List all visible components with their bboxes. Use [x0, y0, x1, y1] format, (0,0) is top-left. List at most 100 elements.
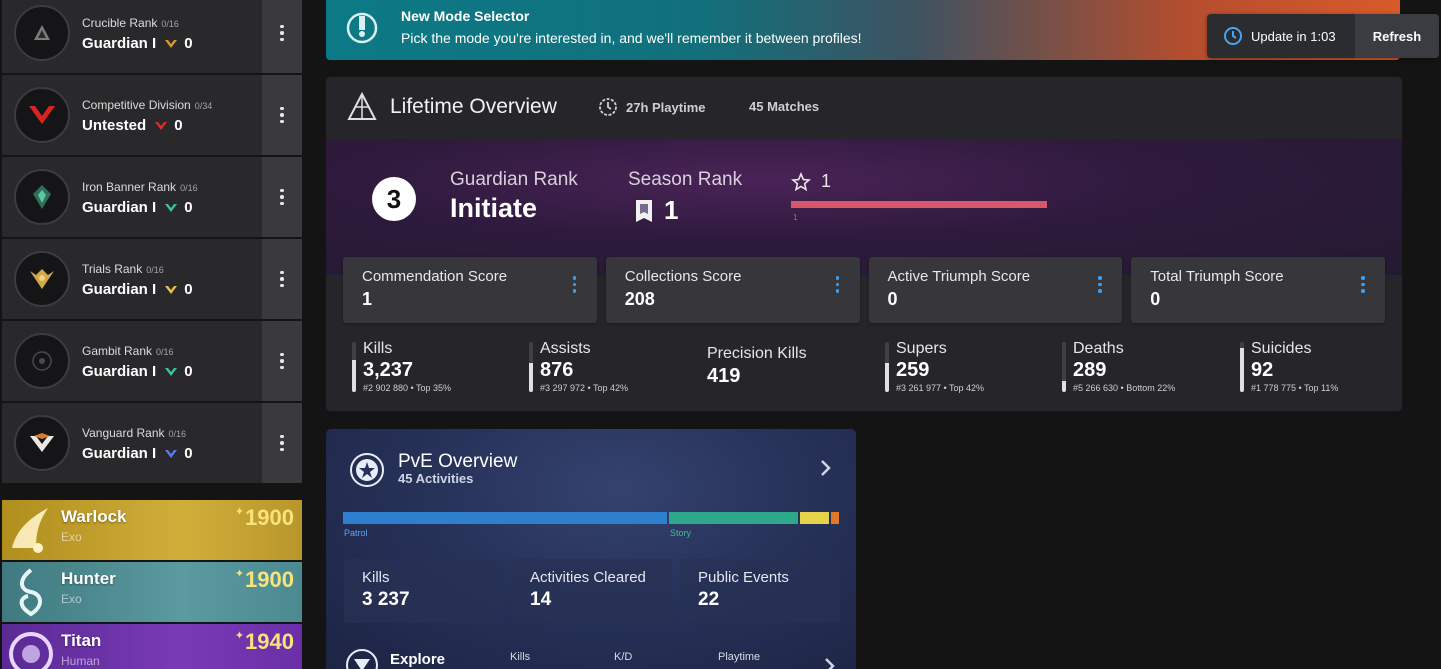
- rank-row-crucible[interactable]: Crucible Rank 0/16 Guardian I 0: [2, 0, 302, 73]
- kebab-icon[interactable]: [1098, 276, 1102, 293]
- pyramid-icon: [347, 91, 377, 120]
- playtime: 27h Playtime: [598, 97, 706, 117]
- rank-row-gambit[interactable]: Gambit Rank 0/16 Guardian I 0: [2, 321, 302, 401]
- activity-segment-story: [669, 512, 798, 524]
- score-value: 0: [887, 289, 898, 309]
- crucible-emblem-icon: [14, 5, 70, 61]
- rank-menu-button[interactable]: [262, 157, 302, 237]
- stat-value: 419: [707, 365, 741, 387]
- chevron-rank-icon: [155, 121, 168, 130]
- rank-row-iron-banner[interactable]: Iron Banner Rank 0/16 Guardian I 0: [2, 157, 302, 237]
- activity-bar: [343, 512, 839, 524]
- rank-progress: 0/16: [161, 19, 179, 29]
- rank-main: Crucible Rank 0/16 Guardian I 0: [2, 0, 262, 73]
- mode-selector-icon: [346, 12, 378, 44]
- rank-row-trials[interactable]: Trials Rank 0/16 Guardian I 0: [2, 239, 302, 319]
- rank-value: Guardian I: [82, 199, 157, 216]
- rank-text: Competitive Division 0/34 Untested 0: [82, 96, 212, 134]
- rank-menu-button[interactable]: [262, 239, 302, 319]
- rank-row-vanguard[interactable]: Vanguard Rank 0/16 Guardian I 0: [2, 403, 302, 483]
- rank-main: Vanguard Rank 0/16 Guardian I 0: [2, 403, 262, 483]
- timer-icon: [1224, 27, 1242, 45]
- activity-segment: [831, 512, 839, 524]
- season-rank-label: Season Rank: [628, 169, 743, 190]
- kebab-icon: [280, 434, 284, 452]
- explore-row[interactable]: Explore Kills K/D Playtime: [344, 643, 844, 669]
- stat-bar-fill: [529, 363, 533, 392]
- playtime-value: 27h Playtime: [626, 99, 706, 115]
- stat-label: Precision Kills: [707, 345, 807, 362]
- clock-icon: [599, 98, 617, 116]
- vanguard-emblem-icon: [14, 415, 70, 471]
- rank-title-line: Gambit Rank 0/16: [82, 342, 193, 360]
- pve-stat-kills: Kills 3 237: [344, 559, 504, 623]
- kebab-icon[interactable]: [572, 276, 577, 293]
- rank-count: 0: [184, 199, 193, 216]
- explore-title: Explore: [390, 651, 446, 668]
- rank-title-line: Iron Banner Rank 0/16: [82, 178, 198, 196]
- kebab-icon[interactable]: [1361, 276, 1365, 293]
- stat-row: Kills 3,237 #2 902 880 • Top 35% Assists…: [352, 339, 1392, 399]
- explore-icon: [346, 649, 378, 669]
- mode-selector-banner[interactable]: New Mode Selector Pick the mode you're i…: [326, 0, 1400, 60]
- star-icon: [791, 171, 811, 191]
- rank-title: Vanguard Rank: [82, 426, 165, 440]
- commendation-score-card[interactable]: Commendation Score 1: [343, 257, 597, 323]
- star-value: 1: [791, 171, 831, 192]
- rank-menu-button[interactable]: [262, 0, 302, 73]
- update-label: Update in 1:03: [1251, 28, 1336, 44]
- explore-playtime-label: Playtime: [718, 651, 761, 663]
- rank-title-line: Competitive Division 0/34: [82, 96, 212, 114]
- rank-value: Guardian I: [82, 363, 157, 380]
- stat-sub: #3 261 977 • Top 42%: [896, 383, 985, 393]
- pve-title: PvE Overview: [398, 451, 518, 472]
- score-value: 208: [624, 289, 655, 309]
- stat-value: 289: [1073, 359, 1107, 381]
- rank-menu-button[interactable]: [262, 75, 302, 155]
- score-label: Total Triumph Score: [1150, 268, 1284, 285]
- competitive-emblem-icon: [14, 87, 70, 143]
- matches: 45 Matches: [749, 99, 820, 114]
- chevron-right-icon[interactable]: [824, 657, 836, 669]
- power-value: 1900: [245, 505, 294, 530]
- chevron-right-icon[interactable]: [820, 459, 832, 477]
- power-value: 1900: [245, 567, 294, 592]
- rank-text: Gambit Rank 0/16 Guardian I 0: [82, 342, 193, 380]
- rank-main: Competitive Division 0/34 Untested 0: [2, 75, 262, 155]
- explore-kills-label: Kills: [510, 651, 531, 663]
- pve-stat-label: Kills: [362, 569, 390, 586]
- titan-emblem-icon: [9, 632, 53, 669]
- rank-main: Gambit Rank 0/16 Guardian I 0: [2, 321, 262, 401]
- pve-subtitle: 45 Activities: [398, 471, 474, 486]
- rank-text: Crucible Rank 0/16 Guardian I 0: [82, 14, 193, 52]
- rank-row-competitive[interactable]: Competitive Division 0/34 Untested 0: [2, 75, 302, 155]
- rank-progress: 0/16: [168, 429, 187, 439]
- rank-progress: 0/16: [156, 347, 174, 357]
- character-card-titan[interactable]: Titan Human ✦1940: [2, 624, 302, 669]
- character-power: ✦1940: [234, 629, 294, 654]
- rank-menu-button[interactable]: [262, 403, 302, 483]
- total-triumph-score-card[interactable]: Total Triumph Score 0: [1131, 257, 1385, 323]
- refresh-button[interactable]: Refresh: [1355, 14, 1439, 58]
- chevron-rank-icon: [165, 285, 178, 294]
- pve-overview-panel[interactable]: PvE Overview 45 Activities Patrol Story …: [326, 429, 856, 669]
- stat-bar: [885, 342, 889, 392]
- collections-score-card[interactable]: Collections Score 208: [605, 257, 860, 323]
- character-card-warlock[interactable]: Warlock Exo ✦1900: [2, 500, 302, 560]
- activity-segment-patrol: [343, 512, 667, 524]
- stat-label: Deaths: [1073, 340, 1124, 357]
- pve-stat-value: 3 237: [362, 589, 410, 610]
- rank-title: Gambit Rank: [82, 344, 153, 358]
- rank-menu-button[interactable]: [262, 321, 302, 401]
- warlock-emblem-icon: [12, 508, 48, 553]
- hunter-emblem-icon: [19, 568, 42, 617]
- kebab-icon: [280, 106, 284, 124]
- rank-value-line: Guardian I 0: [82, 199, 198, 216]
- score-label: Collections Score: [624, 268, 742, 285]
- guardian-rank-number: 3: [372, 177, 416, 221]
- gambit-emblem-icon: [14, 333, 70, 389]
- character-card-hunter[interactable]: Hunter Exo ✦1900: [2, 562, 302, 622]
- kebab-icon[interactable]: [835, 276, 840, 293]
- stat-sub: #5 266 630 • Bottom 22%: [1073, 383, 1176, 393]
- active-triumph-score-card[interactable]: Active Triumph Score 0: [868, 257, 1123, 323]
